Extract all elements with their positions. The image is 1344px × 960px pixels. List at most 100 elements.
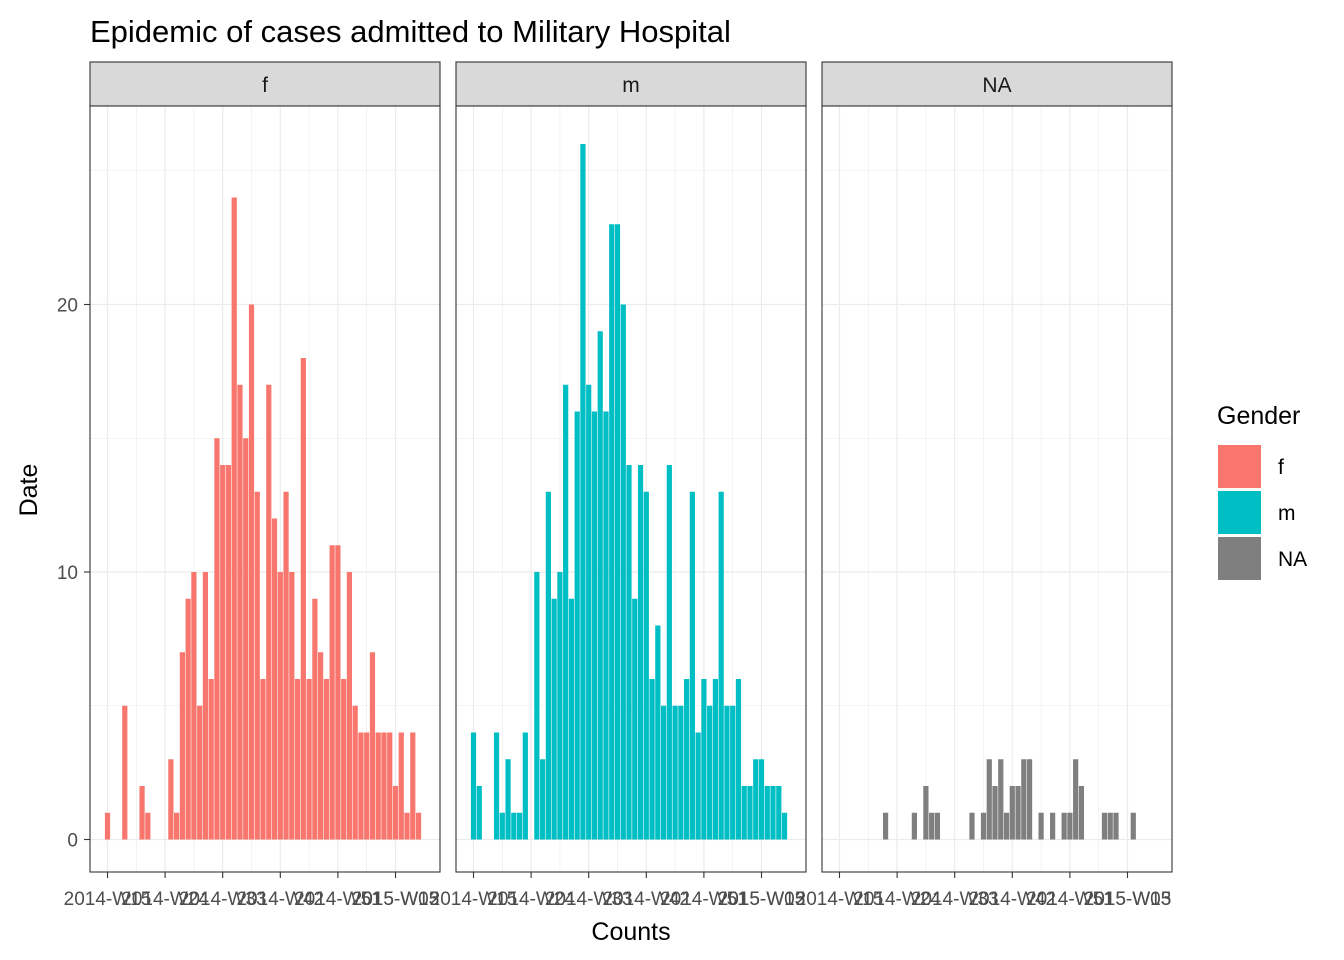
- facet-strip-label: m: [622, 74, 640, 97]
- x-tick-label: 2014-W15: [430, 889, 518, 910]
- x-tick-label: 2014-W33: [911, 889, 999, 910]
- bar: [499, 812, 505, 840]
- x-tick-label: 2015-W05: [352, 889, 440, 910]
- bar: [214, 438, 220, 840]
- bar: [410, 732, 416, 840]
- x-tick-label: 2014-W42: [968, 889, 1056, 910]
- bar: [730, 705, 736, 840]
- bar: [283, 491, 289, 840]
- x-tick-label: 2014-W24: [121, 889, 209, 910]
- x-tick-label: 2015-W13: [352, 889, 440, 910]
- bar: [724, 705, 730, 840]
- bar: [660, 705, 667, 840]
- bar: [735, 679, 742, 840]
- x-tick-label: 2014-W33: [179, 889, 267, 910]
- bar: [923, 786, 929, 840]
- bar: [649, 679, 655, 840]
- bar: [609, 224, 615, 840]
- bar: [318, 652, 324, 840]
- bar: [1073, 759, 1079, 840]
- x-tick-label: 2015-W13: [1084, 889, 1172, 910]
- x-tick-label: 2014-W51: [1026, 889, 1114, 910]
- panel-border: [821, 105, 1173, 873]
- panel-border: [89, 105, 441, 873]
- bar: [684, 679, 690, 840]
- bar: [574, 411, 580, 840]
- x-tick-label: 2014-W24: [853, 889, 941, 910]
- bar: [753, 759, 759, 840]
- bar: [225, 465, 232, 840]
- bar: [364, 732, 370, 840]
- facet-strip: [455, 61, 807, 107]
- bar: [266, 384, 272, 840]
- bar: [643, 491, 649, 840]
- y-tick-label: 10: [57, 563, 78, 584]
- bar: [398, 732, 404, 840]
- bar: [603, 411, 609, 840]
- bar: [493, 732, 500, 840]
- bar: [470, 732, 477, 840]
- bar: [718, 491, 724, 840]
- bar: [986, 759, 992, 840]
- bar: [614, 224, 621, 840]
- bar: [415, 812, 422, 840]
- legend-key-f: [1218, 445, 1261, 488]
- bar: [312, 598, 318, 840]
- x-tick-label: 2014-W51: [660, 889, 748, 910]
- bar: [712, 679, 719, 840]
- bar: [208, 679, 214, 840]
- bar: [381, 732, 387, 840]
- bar: [522, 732, 528, 840]
- x-axis-title: Counts: [591, 918, 670, 946]
- bar: [231, 197, 237, 840]
- bar: [626, 465, 632, 840]
- facet-panels: 01020f2014-W152014-W242014-W332014-W4220…: [57, 61, 1173, 910]
- legend-key-na: [1218, 537, 1261, 580]
- bar: [1078, 786, 1085, 840]
- bar: [329, 545, 335, 840]
- panel-border: [455, 105, 807, 873]
- bar: [534, 572, 540, 840]
- bar: [969, 812, 975, 840]
- bar: [476, 786, 482, 840]
- bar: [516, 812, 523, 840]
- bar: [758, 759, 765, 840]
- facet-strip-label: f: [262, 74, 268, 97]
- legend-label-na: NA: [1278, 548, 1307, 571]
- bar: [289, 572, 295, 840]
- bar: [998, 759, 1004, 840]
- facet-strip-label: NA: [982, 74, 1011, 97]
- bar: [672, 705, 678, 840]
- bar: [323, 679, 329, 840]
- bar: [911, 812, 917, 840]
- legend: Gender f m NA: [1217, 402, 1307, 580]
- bar: [260, 679, 266, 840]
- x-tick-label: 2014-W33: [545, 889, 633, 910]
- bar: [1015, 786, 1021, 840]
- bar: [1026, 759, 1033, 840]
- legend-label-f: f: [1278, 456, 1284, 479]
- bar: [1038, 812, 1044, 840]
- bar: [191, 572, 197, 840]
- bar: [620, 304, 626, 840]
- bar: [591, 411, 598, 840]
- legend-title: Gender: [1217, 402, 1300, 430]
- bar: [678, 705, 684, 840]
- bar: [237, 384, 243, 840]
- x-tick-label: 2015-W05: [1084, 889, 1172, 910]
- bar: [580, 144, 586, 840]
- bar: [586, 384, 592, 840]
- bar: [980, 812, 987, 840]
- bar: [701, 679, 707, 840]
- bar: [375, 732, 381, 840]
- bar: [666, 465, 672, 840]
- bar: [929, 812, 935, 840]
- bar: [1003, 812, 1010, 840]
- bar: [197, 705, 203, 840]
- bar: [1021, 759, 1027, 840]
- legend-label-m: m: [1278, 502, 1296, 525]
- bar: [346, 572, 353, 840]
- bar: [300, 358, 306, 840]
- bar: [747, 786, 753, 840]
